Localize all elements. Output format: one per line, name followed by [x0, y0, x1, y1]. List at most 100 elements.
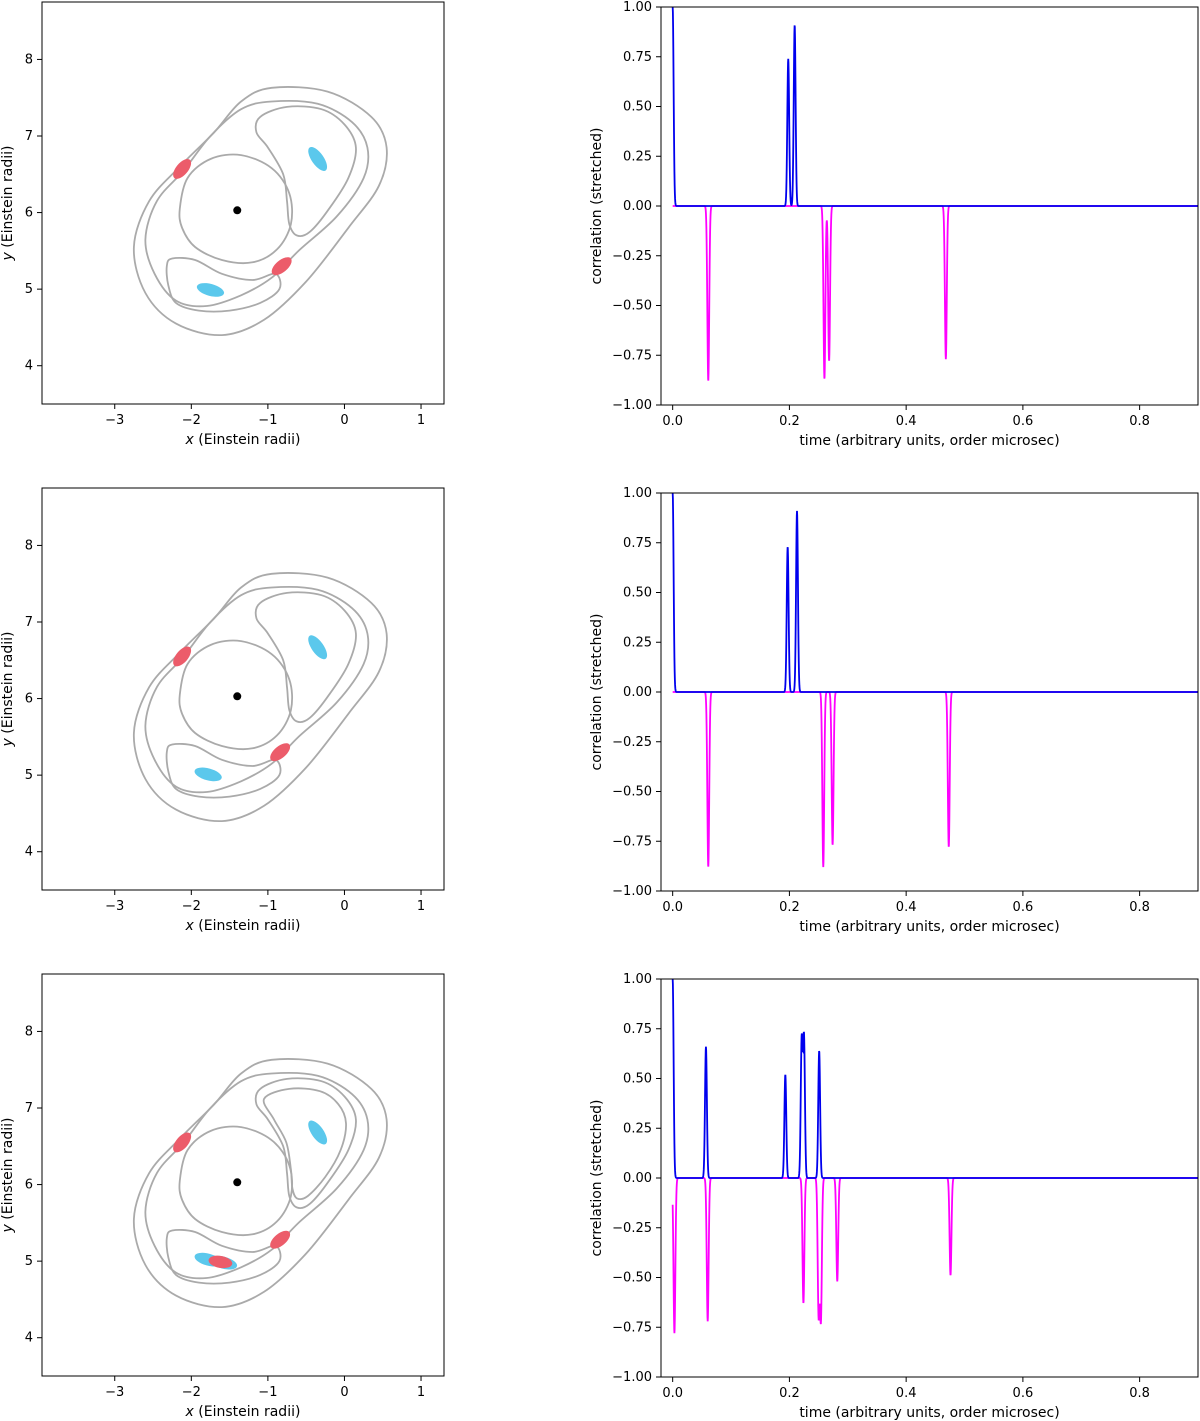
y-tick-label: 5 — [25, 768, 33, 783]
cyan-image — [308, 146, 328, 171]
x-tick-label: 0.0 — [662, 1386, 683, 1401]
y-tick-label: 0.75 — [623, 536, 652, 551]
y-tick-label: 0.00 — [623, 199, 652, 214]
y-tick-label: 0.75 — [623, 1022, 652, 1037]
x-tick-label: 0.8 — [1129, 900, 1150, 915]
y-tick-label: 1.00 — [623, 486, 652, 501]
y-tick-label: −0.25 — [612, 1221, 652, 1236]
caustic-contour — [132, 572, 388, 823]
y-tick-label: 6 — [25, 206, 33, 221]
x-tick-label: −3 — [105, 1385, 124, 1400]
y-tick-label: −0.75 — [612, 1320, 652, 1335]
caustic-contour — [132, 86, 388, 337]
y-axis-label-unit: (Einstein radii) — [0, 146, 16, 253]
x-tick-label: 0 — [340, 899, 348, 914]
x-axis-label-unit: (Einstein radii) — [194, 1404, 301, 1420]
x-tick-label: 0.4 — [896, 900, 917, 915]
y-tick-label: −0.25 — [612, 249, 652, 264]
y-axis-label: y (Einstein radii) — [0, 632, 16, 748]
x-tick-label: 0.2 — [779, 1386, 800, 1401]
x-tick-label: −1 — [258, 899, 277, 914]
caustic-contour — [254, 591, 357, 723]
y-tick-label: 4 — [25, 845, 33, 860]
y-tick-label: −1.00 — [612, 1370, 652, 1385]
red-image — [173, 646, 192, 667]
x-tick-label: −2 — [182, 1385, 201, 1400]
caustic-contour — [132, 1058, 388, 1309]
y-axis-label-var: y — [0, 251, 16, 261]
y-tick-label: 8 — [25, 538, 33, 553]
series-negative-line — [672, 691, 1198, 868]
x-tick-label: 1 — [417, 413, 425, 428]
correlation-panel-2: 0.0 0.2 0.4 0.6 0.8 −1.00 −0.75 −0.50 −0.25 0.00 0… — [589, 486, 1199, 935]
cyan-image — [194, 767, 222, 782]
x-axis-label: x (Einstein radii) — [185, 432, 301, 448]
y-axis-label: correlation (stretched) — [589, 1100, 605, 1257]
y-tick-label: 0.00 — [623, 685, 652, 700]
y-tick-label: 7 — [25, 615, 33, 630]
red-image — [208, 1255, 233, 1269]
correlation-panel-1: 0.0 0.2 0.4 0.6 0.8 −1.00 −0.75 −0.50 −0.25 0.00 0… — [589, 0, 1199, 449]
x-tick-label: −3 — [105, 413, 124, 428]
y-tick-label: 7 — [25, 129, 33, 144]
y-tick-label: 0.25 — [623, 149, 652, 164]
y-axis-label: correlation (stretched) — [589, 614, 605, 771]
y-tick-label: −1.00 — [612, 884, 652, 899]
y-tick-label: 0.25 — [623, 635, 652, 650]
caustic-contour — [165, 1228, 282, 1285]
y-tick-label: 6 — [25, 1178, 33, 1193]
x-axis-label: x (Einstein radii) — [185, 918, 301, 934]
x-tick-label: 0.6 — [1013, 414, 1034, 429]
y-tick-label: 1.00 — [623, 0, 652, 15]
y-tick-label: 8 — [25, 52, 33, 67]
x-tick-label: −1 — [258, 1385, 277, 1400]
y-tick-label: −0.50 — [612, 299, 652, 314]
x-tick-label: −3 — [105, 899, 124, 914]
y-tick-label: −0.25 — [612, 735, 652, 750]
x-axis-label: time (arbitrary units, order microsec) — [799, 1405, 1059, 1421]
x-tick-label: 0.2 — [779, 900, 800, 915]
series-positive-line — [671, 493, 1198, 693]
y-axis-label-var: y — [0, 737, 16, 747]
x-axis-label: time (arbitrary units, order microsec) — [799, 433, 1059, 449]
cyan-image — [308, 635, 328, 660]
y-tick-label: −0.75 — [612, 348, 652, 363]
plot-frame — [41, 973, 445, 1377]
y-tick-label: −0.75 — [612, 834, 652, 849]
x-tick-label: 0 — [340, 1385, 348, 1400]
series-positive-line — [671, 979, 1198, 1179]
plot-frame — [41, 487, 445, 891]
series-negative-line — [672, 205, 1198, 381]
lens-center-dot — [233, 206, 242, 215]
x-axis-label-var: x — [185, 432, 195, 448]
red-image — [270, 743, 291, 762]
caustic-contour — [178, 1125, 294, 1236]
y-tick-label: 0.50 — [623, 100, 652, 115]
plot-frame — [41, 1, 445, 405]
x-tick-label: 0.0 — [662, 414, 683, 429]
y-tick-label: 5 — [25, 282, 33, 297]
x-tick-label: 0.8 — [1129, 414, 1150, 429]
x-axis-label: x (Einstein radii) — [185, 1404, 301, 1420]
lens-center-dot — [233, 1178, 242, 1187]
x-axis-label-var: x — [185, 918, 195, 934]
y-tick-label: −1.00 — [612, 398, 652, 413]
x-tick-label: 0.6 — [1013, 900, 1034, 915]
caustic-contour — [165, 742, 282, 799]
caustic-contour — [254, 1077, 357, 1209]
y-tick-label: 8 — [25, 1024, 33, 1039]
y-tick-label: 0.25 — [623, 1121, 652, 1136]
y-tick-label: 0.50 — [623, 1072, 652, 1087]
y-tick-label: 5 — [25, 1254, 33, 1269]
y-tick-label: 1.00 — [623, 972, 652, 987]
red-image — [173, 158, 192, 179]
y-tick-label: 0.50 — [623, 586, 652, 601]
caustic-contour — [254, 105, 357, 237]
x-axis-label: time (arbitrary units, order microsec) — [799, 919, 1059, 935]
red-image — [270, 1230, 291, 1249]
y-axis-label-unit: (Einstein radii) — [0, 1118, 16, 1225]
y-axis-label: y (Einstein radii) — [0, 1118, 16, 1234]
y-axis-label-unit: (Einstein radii) — [0, 632, 16, 739]
series-positive-line — [671, 7, 1198, 207]
